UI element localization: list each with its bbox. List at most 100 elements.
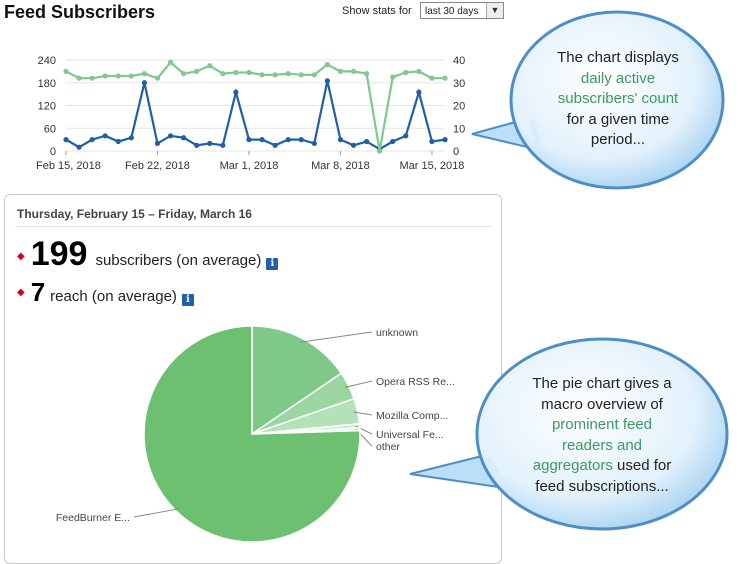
data-point	[259, 137, 265, 143]
pie-leader-line	[133, 508, 180, 518]
callout-text-top: The chart displays daily active subscrib…	[557, 49, 679, 148]
data-point	[141, 71, 148, 77]
data-point	[220, 71, 226, 77]
data-point	[181, 135, 187, 141]
pie-slice-label: Universal Fe...	[376, 429, 444, 441]
data-point	[128, 135, 134, 141]
pie-slice-label: unknown	[376, 327, 418, 339]
data-point	[337, 137, 344, 143]
data-point	[298, 72, 304, 78]
data-point	[324, 61, 330, 68]
data-point	[115, 138, 121, 145]
y-right-tick-label: 40	[453, 55, 465, 67]
red-diamond-icon: ◆	[17, 287, 25, 298]
show-stats-label: Show stats for	[342, 5, 412, 17]
subscribers-label: subscribers (on average)	[95, 252, 262, 269]
red-diamond-icon: ◆	[17, 251, 25, 262]
data-point	[246, 69, 252, 76]
data-point	[416, 89, 422, 95]
data-point	[194, 68, 200, 74]
data-point	[363, 71, 370, 77]
x-tick-label: Mar 15, 2018	[400, 160, 465, 172]
data-point	[154, 140, 161, 147]
data-point	[350, 68, 357, 74]
x-tick-label: Mar 1, 2018	[220, 160, 279, 172]
data-point	[377, 148, 383, 154]
y-right-tick-label: 20	[453, 101, 465, 113]
data-point	[207, 140, 213, 147]
data-point	[181, 71, 187, 77]
data-point	[220, 142, 226, 148]
data-point	[403, 133, 409, 139]
reach-count: 7	[30, 277, 46, 307]
data-point	[102, 73, 108, 79]
data-point	[115, 73, 121, 79]
callout-text-bottom: The pie chart gives a macro overview of …	[532, 375, 672, 495]
y-right-tick-label: 0	[453, 146, 459, 158]
data-point	[259, 72, 265, 78]
subscribers-line-chart: 240 180 120 60 0 40 30 20 10 0 Feb 15, 2018 Feb 22,…	[36, 55, 465, 172]
data-point	[89, 75, 95, 81]
x-tick-label: Mar 8, 2018	[311, 160, 370, 172]
data-point	[102, 133, 108, 139]
y-right-tick-label: 30	[453, 78, 465, 90]
data-point	[233, 89, 239, 95]
x-tick-label: Feb 15, 2018	[36, 160, 101, 172]
data-point	[403, 69, 409, 76]
data-point	[298, 137, 304, 143]
data-point	[442, 137, 448, 143]
data-point	[311, 140, 317, 147]
pie-leader-line	[300, 331, 373, 343]
data-point	[89, 137, 95, 143]
data-point	[207, 63, 213, 69]
x-tick-label: Feb 22, 2018	[125, 160, 190, 172]
pie-slice-label: Mozilla Comp...	[376, 410, 448, 422]
date-range-heading: Thursday, February 15 – Friday, March 16	[17, 207, 252, 221]
y-right-tick-label: 10	[453, 123, 465, 135]
data-point	[167, 59, 174, 65]
period-select[interactable]: last 30 days ▼	[420, 2, 504, 19]
data-point	[429, 75, 435, 81]
reach-label: reach (on average)	[50, 288, 177, 305]
data-point	[246, 137, 252, 143]
data-point	[63, 137, 69, 143]
panel-divider	[15, 226, 491, 227]
period-select-value: last 30 days	[425, 6, 479, 17]
data-point	[416, 68, 422, 74]
data-point	[311, 72, 317, 78]
y-left-tick-label: 60	[44, 123, 56, 135]
pie-slice	[143, 325, 361, 543]
data-point	[272, 72, 278, 78]
data-point	[76, 144, 82, 150]
data-point	[363, 138, 370, 145]
data-point	[128, 73, 134, 79]
pie-slice-label: FeedBurner E...	[56, 512, 130, 524]
data-point	[167, 133, 174, 139]
feed-readers-pie-chart: unknown Opera RSS Re... Mozilla Comp... Uni…	[56, 325, 455, 543]
data-point	[285, 71, 291, 77]
y-left-tick-label: 240	[38, 55, 56, 67]
info-icon[interactable]: i	[181, 294, 194, 306]
data-point	[285, 137, 291, 143]
data-point	[141, 80, 148, 86]
subscribers-stat: ◆ 199 subscribers (on average) i	[17, 235, 279, 274]
data-point	[324, 78, 330, 84]
y-left-tick-label: 0	[50, 146, 56, 158]
data-point	[194, 142, 200, 148]
chevron-down-icon[interactable]: ▼	[486, 3, 503, 18]
data-point	[429, 138, 435, 145]
data-point	[390, 138, 396, 145]
reach-stat: ◆ 7 reach (on average) i	[17, 277, 194, 308]
data-point	[390, 74, 396, 80]
page-title: Feed Subscribers	[4, 2, 156, 22]
data-point	[76, 75, 82, 81]
y-left-tick-label: 120	[38, 101, 56, 113]
subscribers-count: 199	[30, 235, 88, 273]
pie-slice	[251, 325, 343, 436]
y-left-tick-label: 180	[38, 78, 56, 90]
data-point	[442, 75, 448, 81]
info-icon[interactable]: i	[266, 258, 279, 270]
data-point	[272, 142, 278, 148]
data-point	[350, 142, 357, 148]
data-point	[233, 69, 239, 76]
